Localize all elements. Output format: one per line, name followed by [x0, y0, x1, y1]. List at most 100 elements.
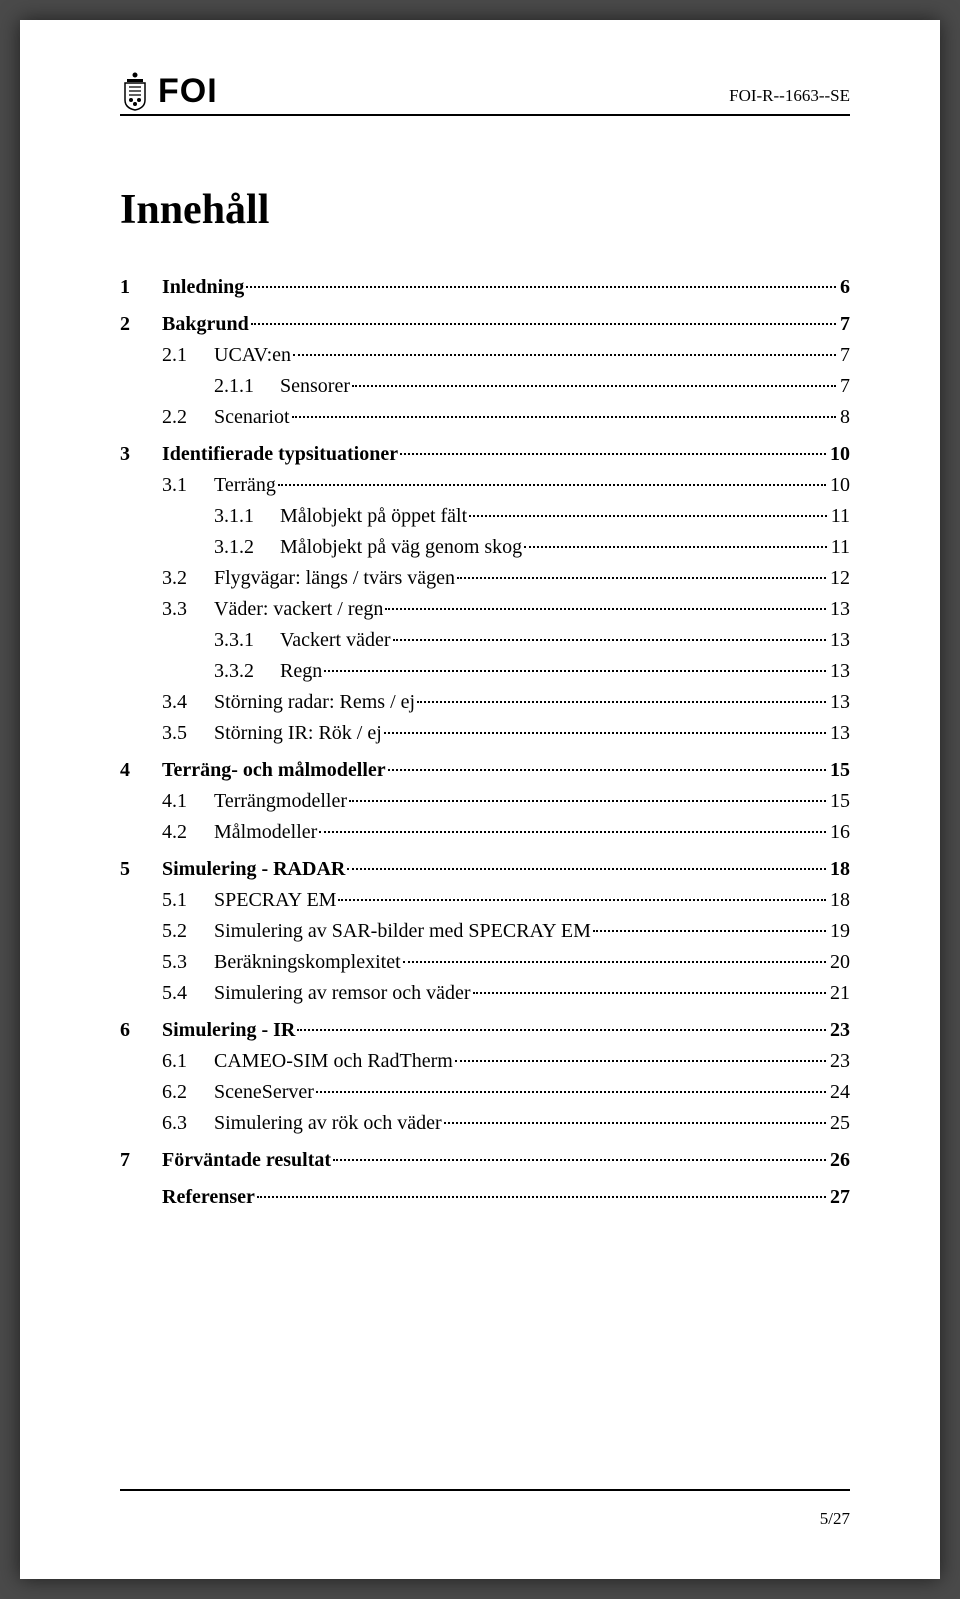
toc-entry-number: 5.2: [162, 916, 214, 947]
toc-leader-dots: [293, 354, 836, 356]
toc-leader-dots: [524, 546, 827, 548]
toc-leader-dots: [417, 701, 826, 703]
toc-entry: 4.1Terrängmodeller15: [120, 786, 850, 817]
toc-entry-number: 3: [120, 439, 162, 470]
toc-leader-dots: [251, 323, 836, 325]
toc-entry-page: 16: [828, 817, 850, 848]
toc-leader-dots: [400, 453, 826, 455]
toc-entry-number: 3.3: [162, 594, 214, 625]
toc-entry: 4.2Målmodeller 16: [120, 817, 850, 848]
toc-entry: 3.1.2Målobjekt på väg genom skog 11: [120, 532, 850, 563]
toc-entry-page: 7: [838, 309, 850, 340]
toc-entry-page: 25: [828, 1108, 850, 1139]
toc-entry-label: Störning radar: Rems / ej: [214, 687, 415, 718]
toc-entry-page: 20: [828, 947, 850, 978]
toc-entry: Referenser27: [120, 1182, 850, 1213]
toc-entry-page: 8: [838, 402, 850, 433]
toc-entry-label: Simulering av remsor och väder: [214, 978, 471, 1009]
toc-leader-dots: [469, 515, 827, 517]
toc-entry-page: 7: [838, 371, 850, 402]
toc-entry-label: Regn: [280, 656, 322, 687]
toc-leader-dots: [246, 286, 836, 288]
toc-entry-page: 24: [828, 1077, 850, 1108]
toc-entry-number: 6.2: [162, 1077, 214, 1108]
toc-entry-number: 2: [120, 309, 162, 340]
toc-entry-label: Identifierade typsituationer: [162, 439, 398, 470]
toc-leader-dots: [278, 484, 826, 486]
toc-entry-label: CAMEO-SIM och RadTherm: [214, 1046, 453, 1077]
toc-entry: 2Bakgrund7: [120, 309, 850, 340]
toc-entry: 6.3Simulering av rök och väder25: [120, 1108, 850, 1139]
toc-entry-label: UCAV:en: [214, 340, 291, 371]
toc-entry: 3.1.1Målobjekt på öppet fält11: [120, 501, 850, 532]
toc-entry: 7Förväntade resultat26: [120, 1145, 850, 1176]
toc-entry-page: 7: [838, 340, 850, 371]
toc-entry-label: Målobjekt på väg genom skog: [280, 532, 522, 563]
toc-entry-label: Förväntade resultat: [162, 1145, 331, 1176]
toc-entry-number: 3.3.2: [214, 656, 280, 687]
toc-leader-dots: [403, 961, 826, 963]
toc-leader-dots: [473, 992, 826, 994]
toc-entry-page: 11: [829, 532, 850, 563]
toc-entry: 5.4Simulering av remsor och väder 21: [120, 978, 850, 1009]
table-of-contents: 1Inledning62Bakgrund72.1UCAV:en72.1.1Sen…: [120, 272, 850, 1213]
footer-page-number: 5/27: [120, 1509, 850, 1529]
page-header: FOI FOI-R--1663--SE: [120, 70, 850, 112]
toc-leader-dots: [257, 1196, 826, 1198]
toc-entry-label: Scenariot: [214, 402, 290, 433]
toc-entry: 3.1Terräng10: [120, 470, 850, 501]
toc-entry-label: Inledning: [162, 272, 244, 303]
toc-entry-number: 3.5: [162, 718, 214, 749]
toc-entry-label: Målmodeller: [214, 817, 317, 848]
toc-leader-dots: [393, 639, 827, 641]
toc-entry-label: Beräkningskomplexitet: [214, 947, 401, 978]
toc-entry: 6.2SceneServer24: [120, 1077, 850, 1108]
toc-entry: 1Inledning 6: [120, 272, 850, 303]
toc-leader-dots: [338, 899, 826, 901]
toc-entry-label: Väder: vackert / regn: [214, 594, 383, 625]
toc-entry-page: 13: [828, 718, 850, 749]
toc-entry-label: Störning IR: Rök / ej: [214, 718, 382, 749]
header-rule: [120, 114, 850, 116]
toc-entry-number: 4: [120, 755, 162, 786]
toc-entry-label: Vackert väder: [280, 625, 391, 656]
toc-entry-number: 3.2: [162, 563, 214, 594]
toc-leader-dots: [385, 608, 826, 610]
toc-entry-label: Simulering av SAR-bilder med SPECRAY EM: [214, 916, 591, 947]
toc-entry-page: 11: [829, 501, 850, 532]
toc-entry-number: 3.4: [162, 687, 214, 718]
toc-entry: 3.3.1Vackert väder13: [120, 625, 850, 656]
toc-entry-page: 6: [838, 272, 850, 303]
toc-entry-page: 27: [828, 1182, 850, 1213]
toc-entry-page: 21: [828, 978, 850, 1009]
toc-entry-number: 2.2: [162, 402, 214, 433]
toc-leader-dots: [349, 800, 826, 802]
toc-entry-page: 13: [828, 594, 850, 625]
toc-leader-dots: [455, 1060, 826, 1062]
toc-leader-dots: [352, 385, 836, 387]
toc-entry-number: 1: [120, 272, 162, 303]
toc-entry-page: 10: [828, 470, 850, 501]
toc-entry-label: Terräng- och målmodeller: [162, 755, 386, 786]
toc-entry-number: 4.2: [162, 817, 214, 848]
toc-entry-number: 5.4: [162, 978, 214, 1009]
toc-entry: 2.2Scenariot 8: [120, 402, 850, 433]
toc-entry-number: 3.1.2: [214, 532, 280, 563]
toc-entry-label: Simulering - RADAR: [162, 854, 345, 885]
toc-entry: 4Terräng- och målmodeller15: [120, 755, 850, 786]
toc-leader-dots: [444, 1122, 826, 1124]
toc-entry: 2.1.1Sensorer7: [120, 371, 850, 402]
toc-leader-dots: [593, 930, 826, 932]
toc-entry-number: 2.1.1: [214, 371, 280, 402]
logo-block: FOI: [120, 70, 218, 112]
toc-entry-label: Flygvägar: längs / tvärs vägen: [214, 563, 455, 594]
toc-entry: 5.1SPECRAY EM18: [120, 885, 850, 916]
toc-entry-number: 5.3: [162, 947, 214, 978]
toc-entry: 3.5Störning IR: Rök / ej 13: [120, 718, 850, 749]
toc-leader-dots: [384, 732, 826, 734]
toc-entry-number: 5: [120, 854, 162, 885]
document-page: FOI FOI-R--1663--SE Innehåll 1Inledning6…: [20, 20, 940, 1579]
toc-entry-page: 13: [828, 687, 850, 718]
toc-entry: 3.4Störning radar: Rems / ej 13: [120, 687, 850, 718]
toc-entry-number: 6.3: [162, 1108, 214, 1139]
